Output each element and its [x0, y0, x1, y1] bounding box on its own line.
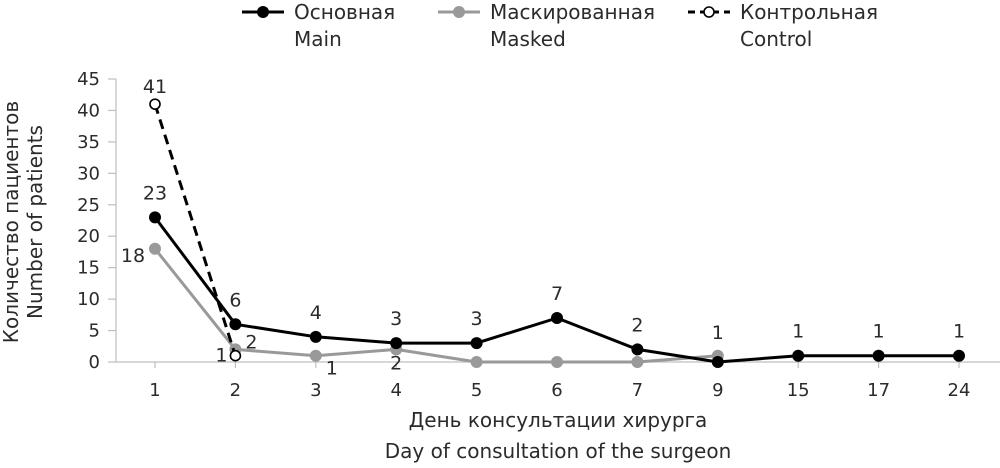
legend-item-main: Основная Main — [242, 0, 395, 51]
data-point-main — [792, 349, 805, 362]
x-tick-label: 3 — [310, 380, 321, 401]
data-point-main — [551, 311, 563, 324]
x-axis-title-ru: День консультации хирурга — [409, 408, 708, 432]
data-label-control: 41 — [143, 76, 167, 98]
data-point-masked — [309, 349, 322, 362]
x-tick-label: 4 — [390, 380, 401, 401]
legend-item-masked: Маскированная Masked — [438, 0, 655, 51]
x-tick-label: 15 — [787, 380, 810, 401]
y-tick-label: 40 — [77, 100, 100, 121]
data-point-main — [470, 337, 483, 350]
data-label-main: 7 — [551, 283, 563, 305]
x-tick-label: 9 — [712, 380, 723, 401]
data-label-control: 1 — [215, 345, 227, 367]
series-line-masked — [153, 247, 718, 364]
x-tick-label: 24 — [948, 380, 971, 401]
data-point-main — [872, 349, 885, 362]
data-point-main — [149, 211, 161, 224]
y-axis-title-ru: Количество пациентов — [0, 101, 23, 343]
data-label-main: 3 — [471, 308, 483, 330]
y-tick-label: 0 — [89, 352, 100, 373]
x-axis-title: День консультации хирурга Day of consulta… — [385, 408, 732, 463]
x-axis-title-en: Day of consultation of the surgeon — [385, 439, 732, 463]
data-label-masked: 2 — [390, 352, 402, 374]
x-tick-label: 5 — [471, 380, 482, 401]
legend-marker-masked — [453, 6, 465, 18]
data-point-main — [711, 356, 724, 368]
legend-label-en-masked: Masked — [490, 27, 566, 51]
series-group — [149, 98, 965, 368]
data-point-main — [390, 337, 403, 350]
data-label-main: 23 — [143, 182, 167, 204]
legend-item-control: Контрольная Control — [688, 0, 878, 51]
data-point-control — [149, 98, 161, 110]
x-tick-label: 17 — [867, 380, 890, 401]
y-tick-label: 35 — [77, 132, 100, 153]
y-tick-label: 20 — [77, 226, 100, 247]
y-tick-label: 10 — [77, 289, 100, 310]
legend-label-ru-masked: Маскированная — [490, 0, 655, 24]
data-label-masked: 18 — [121, 245, 145, 267]
data-label-main: 1 — [712, 322, 724, 344]
x-tick-label: 2 — [230, 380, 241, 401]
y-axis-title: Количество пациентов Number of patients — [0, 101, 47, 343]
y-tick-label: 25 — [77, 195, 100, 216]
y-tick-label: 45 — [77, 69, 100, 90]
data-label-main: 1 — [873, 321, 885, 343]
data-point-main — [953, 349, 965, 362]
data-label-main: 2 — [631, 314, 643, 336]
data-label-main: 4 — [310, 302, 322, 324]
data-label-masked: 2 — [245, 331, 257, 353]
legend-label-ru-main: Основная — [294, 0, 395, 24]
data-label-main: 1 — [792, 321, 804, 343]
x-tick-label: 1 — [149, 380, 160, 401]
data-label-main: 1 — [953, 321, 965, 343]
x-tick-label: 6 — [551, 380, 562, 401]
legend-label-ru-control: Контрольная — [740, 0, 878, 24]
x-tick-label: 7 — [632, 380, 643, 401]
series-line-control — [153, 103, 237, 357]
data-label-main: 6 — [229, 289, 241, 311]
y-tick-label: 15 — [77, 258, 100, 279]
legend-marker-control — [703, 6, 715, 18]
data-label-main: 3 — [390, 308, 402, 330]
y-tick-label: 30 — [77, 163, 100, 184]
data-point-masked — [470, 356, 483, 368]
legend-label-en-main: Main — [294, 27, 342, 51]
y-tick-label: 5 — [89, 321, 100, 342]
legend-label-en-control: Control — [740, 27, 812, 51]
y-axis-title-en: Number of patients — [23, 125, 47, 319]
data-point-masked — [631, 356, 644, 368]
y-axis-title-group: Количество пациентов Number of patients — [0, 101, 47, 343]
data-label-masked: 1 — [326, 358, 338, 380]
data-point-masked — [551, 356, 563, 368]
legend: Основная Main Маскированная Masked Контрольн… — [242, 0, 878, 51]
data-point-control — [229, 349, 242, 362]
data-point-main — [631, 343, 644, 356]
data-point-main — [309, 330, 322, 343]
legend-marker-main — [257, 6, 269, 18]
data-point-masked — [149, 242, 161, 255]
data-point-main — [229, 318, 242, 331]
